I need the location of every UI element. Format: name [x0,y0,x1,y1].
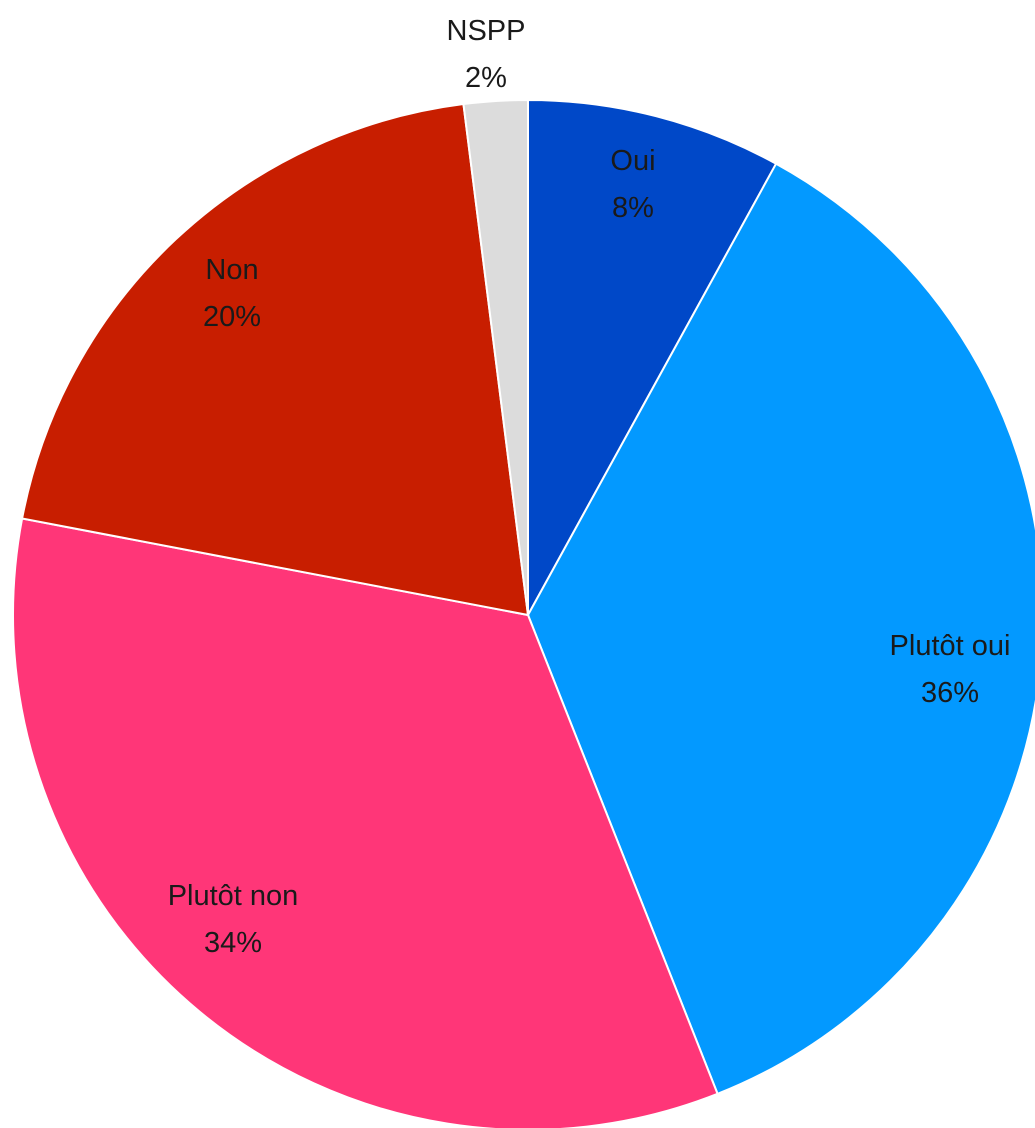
pie-slice-nspp [462,98,529,616]
pie-slice-plutot-non [12,517,719,1128]
slice-percent-oui: 8% [612,192,654,224]
pie-slices [12,98,1035,1128]
pie-slice-oui [527,98,778,616]
slice-label-plutot-oui: Plutôt oui [890,630,1011,662]
slice-percent-nspp: 2% [465,62,507,94]
slice-label-oui: Oui [610,145,655,177]
pie-labels: Oui 8% Plutôt oui 36% Plutôt non 34% Non 20% NSP… [168,15,1011,959]
slice-percent-plutot-non: 34% [204,927,262,959]
slice-label-non: Non [205,254,258,286]
slice-percent-non: 20% [203,301,261,333]
pie-slice-non [20,102,530,617]
slice-label-nspp: NSPP [447,15,526,47]
slice-label-plutot-non: Plutôt non [168,880,299,912]
pie-slice-plutot-oui [526,162,1035,1096]
slice-percent-plutot-oui: 36% [921,677,979,709]
